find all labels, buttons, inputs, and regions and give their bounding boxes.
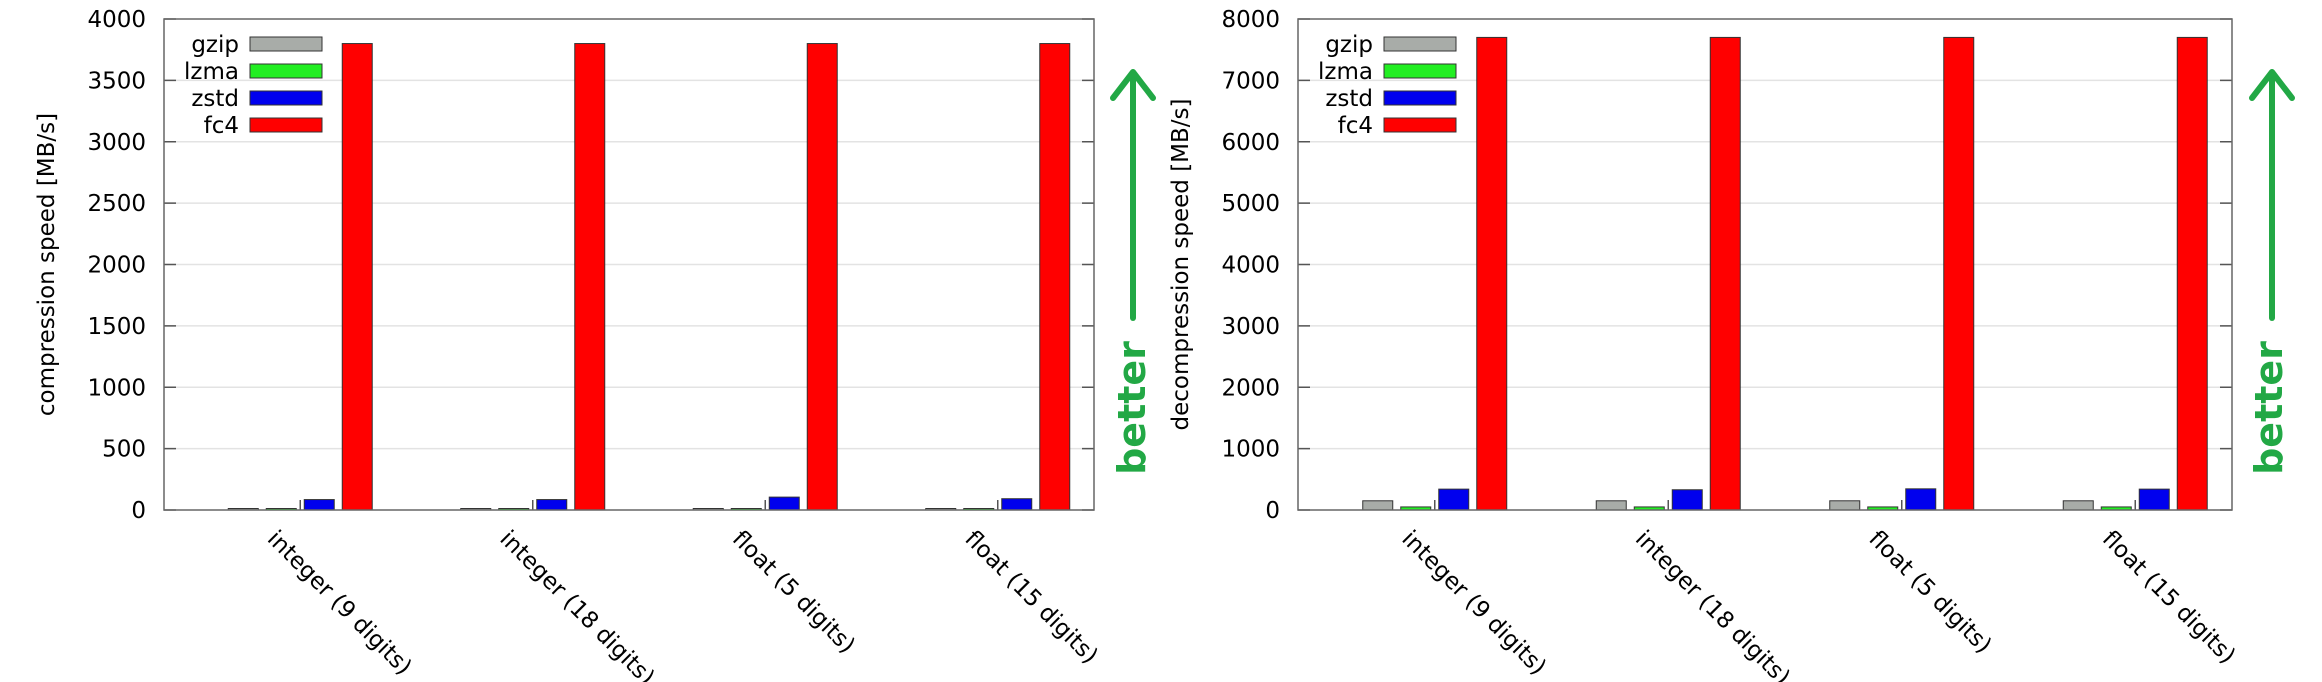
bar-gzip-2 [1595,500,1627,511]
bar-zstd-1 [303,499,335,511]
legend-swatch-zstd [249,90,323,106]
bar-zstd-2 [1671,489,1703,511]
legend-swatch-zstd [1383,90,1457,106]
y-tick-label: 5000 [1221,191,1280,217]
y-tick-label: 500 [102,437,146,463]
legend-label-gzip: gzip [1325,32,1373,58]
x-tick-label: float (15 digits) [960,526,1103,669]
y-axis-label: compression speed [MB/s] [34,113,60,416]
bar-fc4-4 [2176,36,2208,511]
y-tick-label: 2000 [87,253,146,279]
x-tick-label: float (5 digits) [1864,526,1997,659]
y-tick-label: 3000 [87,130,146,156]
chart-2: 0 1000 2000 3000 4000 5000 6000 7000 8000 decompr… [1168,7,2295,682]
y-tick-label: 6000 [1221,130,1280,156]
legend-label-zstd: zstd [191,86,239,112]
bar-fc4-4 [1039,43,1071,511]
legend-label-zstd: zstd [1325,86,1373,112]
bar-fc4-2 [574,43,606,511]
x-tick-label: float (15 digits) [2097,526,2240,669]
chart-1: 0 500 1000 1500 2000 2500 3000 3500 4000 compress… [34,7,1156,682]
bar-zstd-4 [1001,498,1033,511]
bar-fc4-3 [806,43,838,511]
bar-zstd-2 [536,499,568,511]
y-tick-label: 3000 [1221,314,1280,340]
legend-swatch-gzip [249,36,323,52]
x-tick-label: integer (9 digits) [1397,526,1552,681]
y-tick-label: 8000 [1221,7,1280,33]
legend-label-fc4: fc4 [1338,113,1373,139]
bar-fc4-3 [1943,36,1975,511]
bar-zstd-3 [1905,488,1937,511]
x-tick-label: float (5 digits) [727,526,860,659]
bar-gzip-1 [1362,500,1394,511]
y-tick-label: 0 [131,498,146,524]
legend-swatch-lzma [249,63,323,79]
legend-label-gzip: gzip [191,32,239,58]
y-tick-label: 4000 [1221,253,1280,279]
legend-label-fc4: fc4 [204,113,239,139]
up-arrow-icon [1110,69,1156,101]
bar-gzip-4 [2062,500,2094,511]
y-axis-label: decompression speed [MB/s] [1168,99,1194,431]
legend-label-lzma: lzma [184,59,239,85]
better-annotation: better [2247,341,2291,475]
y-tick-label: 1000 [1221,437,1280,463]
plot-frame [163,18,1095,511]
y-tick-label: 2000 [1221,375,1280,401]
bar-fc4-1 [341,43,373,511]
y-tick-label: 2500 [87,191,146,217]
y-tick-label: 1500 [87,314,146,340]
y-tick-label: 1000 [87,375,146,401]
x-tick-label: integer (18 digits) [495,526,660,682]
bar-zstd-1 [1438,488,1470,511]
y-tick-label: 4000 [87,7,146,33]
bar-gzip-3 [1829,500,1861,511]
better-annotation: better [1110,341,1154,475]
legend-swatch-fc4 [1383,117,1457,133]
legend-label-lzma: lzma [1318,59,1373,85]
y-tick-label: 7000 [1221,68,1280,94]
y-tick-label: 0 [1265,498,1280,524]
bar-fc4-1 [1476,36,1508,511]
x-tick-label: integer (9 digits) [262,526,417,681]
bar-zstd-3 [768,496,800,511]
legend-swatch-lzma [1383,63,1457,79]
legend-swatch-fc4 [249,117,323,133]
plot-frame [1297,18,2233,511]
y-tick-label: 3500 [87,68,146,94]
up-arrow-icon [2249,69,2295,101]
bar-zstd-4 [2138,488,2170,511]
bar-fc4-2 [1709,36,1741,511]
x-tick-label: integer (18 digits) [1630,526,1795,682]
legend-swatch-gzip [1383,36,1457,52]
